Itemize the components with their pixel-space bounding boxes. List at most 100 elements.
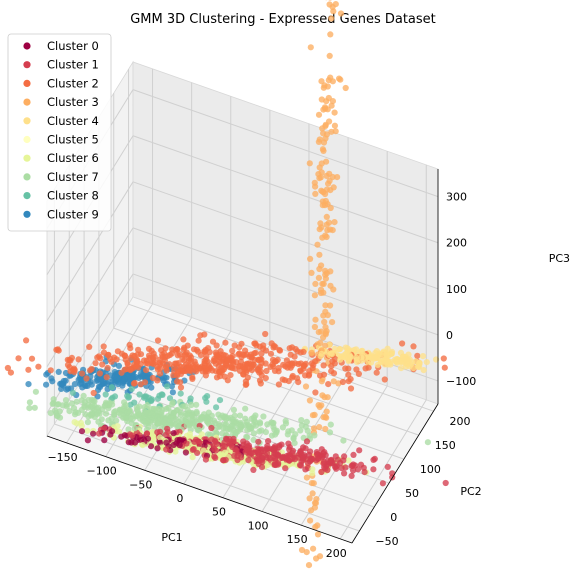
data-point-cluster-7 — [78, 397, 85, 404]
data-point-cluster-6 — [150, 436, 157, 443]
data-point-cluster-2 — [373, 369, 380, 376]
tick-labels: −150−100−50050100150200−50050100150200−1… — [47, 191, 476, 560]
data-point-cluster-3 — [314, 531, 322, 538]
legend-label: Cluster 9 — [47, 207, 99, 221]
data-point-cluster-2 — [197, 332, 204, 339]
data-point-cluster-2 — [123, 365, 130, 373]
data-point-cluster-7 — [91, 413, 98, 421]
y-tick-label: 100 — [420, 463, 441, 476]
legend-marker — [23, 117, 31, 125]
data-point-cluster-3 — [322, 302, 329, 309]
data-point-cluster-2 — [107, 355, 114, 363]
data-point-cluster-7 — [215, 424, 222, 431]
data-point-cluster-1 — [314, 451, 321, 458]
data-point-cluster-4 — [368, 354, 375, 362]
data-point-cluster-2 — [295, 379, 302, 386]
data-point-cluster-7 — [270, 419, 277, 427]
data-point-cluster-3 — [328, 102, 335, 109]
data-point-cluster-1 — [208, 424, 215, 432]
data-point-cluster-2 — [177, 384, 185, 391]
y-tick-label: 200 — [450, 415, 471, 428]
data-point-cluster-7 — [102, 410, 110, 417]
data-point-cluster-2 — [410, 343, 417, 350]
data-point-cluster-2 — [297, 368, 304, 375]
data-point-cluster-7 — [288, 427, 295, 434]
data-point-cluster-9 — [95, 383, 103, 390]
data-point-cluster-1 — [258, 464, 266, 471]
data-point-cluster-2 — [174, 364, 181, 371]
data-point-cluster-3 — [337, 10, 345, 17]
data-point-cluster-2 — [143, 360, 150, 367]
data-point-cluster-3 — [312, 190, 319, 197]
data-point-cluster-1 — [202, 456, 209, 463]
data-point-cluster-3 — [323, 221, 330, 228]
data-point-cluster-3 — [315, 274, 322, 281]
data-point-cluster-7 — [260, 413, 267, 420]
data-point-cluster-8 — [125, 394, 132, 401]
data-point-cluster-1 — [232, 446, 239, 453]
data-point-cluster-1 — [190, 446, 197, 453]
data-point-cluster-3 — [313, 555, 320, 562]
data-point-cluster-2 — [229, 364, 236, 372]
data-point-cluster-3 — [308, 349, 315, 356]
data-point-cluster-2 — [177, 379, 184, 386]
data-point-cluster-2 — [222, 339, 229, 346]
data-point-cluster-3 — [322, 121, 329, 128]
data-point-cluster-3 — [312, 316, 319, 323]
data-point-cluster-1 — [342, 464, 349, 471]
data-point-cluster-7 — [195, 426, 202, 433]
data-point-cluster-2 — [229, 358, 236, 365]
data-point-cluster-2 — [257, 368, 264, 375]
data-point-cluster-4 — [336, 346, 343, 353]
x-tick-label: 0 — [176, 492, 183, 505]
data-point-cluster-0 — [90, 430, 97, 437]
x-tick-label: 100 — [248, 519, 269, 532]
data-point-cluster-1 — [234, 456, 241, 464]
data-point-cluster-2 — [193, 368, 200, 375]
data-point-cluster-2 — [312, 389, 319, 396]
data-point-cluster-6 — [84, 427, 91, 434]
data-point-cluster-1 — [302, 466, 309, 473]
data-point-cluster-2 — [146, 352, 153, 359]
data-point-cluster-3 — [326, 177, 333, 184]
data-point-cluster-1 — [296, 462, 304, 469]
data-point-cluster-7 — [246, 426, 253, 433]
data-point-cluster-9 — [160, 377, 167, 384]
data-point-cluster-7 — [219, 430, 226, 437]
data-point-cluster-2 — [54, 346, 62, 353]
data-point-cluster-2 — [216, 369, 224, 376]
data-point-cluster-2 — [79, 370, 86, 377]
data-point-cluster-1 — [321, 464, 328, 471]
data-point-cluster-8 — [109, 394, 116, 401]
data-point-cluster-7 — [243, 433, 250, 440]
data-point-cluster-4 — [381, 361, 388, 368]
data-point-cluster-3 — [322, 271, 329, 278]
data-point-cluster-3 — [320, 334, 327, 341]
data-point-cluster-7 — [224, 415, 231, 422]
data-point-cluster-2 — [325, 381, 332, 388]
data-point-cluster-2 — [222, 361, 229, 368]
data-point-cluster-3 — [328, 0, 332, 1]
y-axis-label: PC2 — [460, 485, 481, 498]
data-point-cluster-2 — [25, 366, 32, 373]
data-point-cluster-1 — [350, 451, 357, 458]
data-point-cluster-3 — [334, 174, 341, 181]
data-point-cluster-3 — [318, 96, 325, 103]
data-point-cluster-4 — [410, 364, 417, 372]
data-point-cluster-7 — [204, 431, 212, 438]
data-point-cluster-3 — [311, 411, 318, 418]
data-point-cluster-8 — [69, 389, 77, 396]
data-point-cluster-1 — [95, 430, 103, 437]
grid-line-z — [132, 89, 439, 198]
data-point-cluster-7 — [66, 408, 73, 415]
data-point-cluster-9 — [169, 389, 176, 396]
data-point-cluster-2 — [143, 367, 150, 374]
data-point-cluster-1 — [255, 450, 262, 457]
legend-marker — [23, 154, 31, 162]
data-point-cluster-1 — [220, 457, 227, 464]
data-point-cluster-3 — [318, 169, 325, 176]
data-point-cluster-3 — [315, 138, 322, 145]
data-point-cluster-4 — [423, 359, 430, 366]
data-point-cluster-1 — [264, 454, 271, 461]
